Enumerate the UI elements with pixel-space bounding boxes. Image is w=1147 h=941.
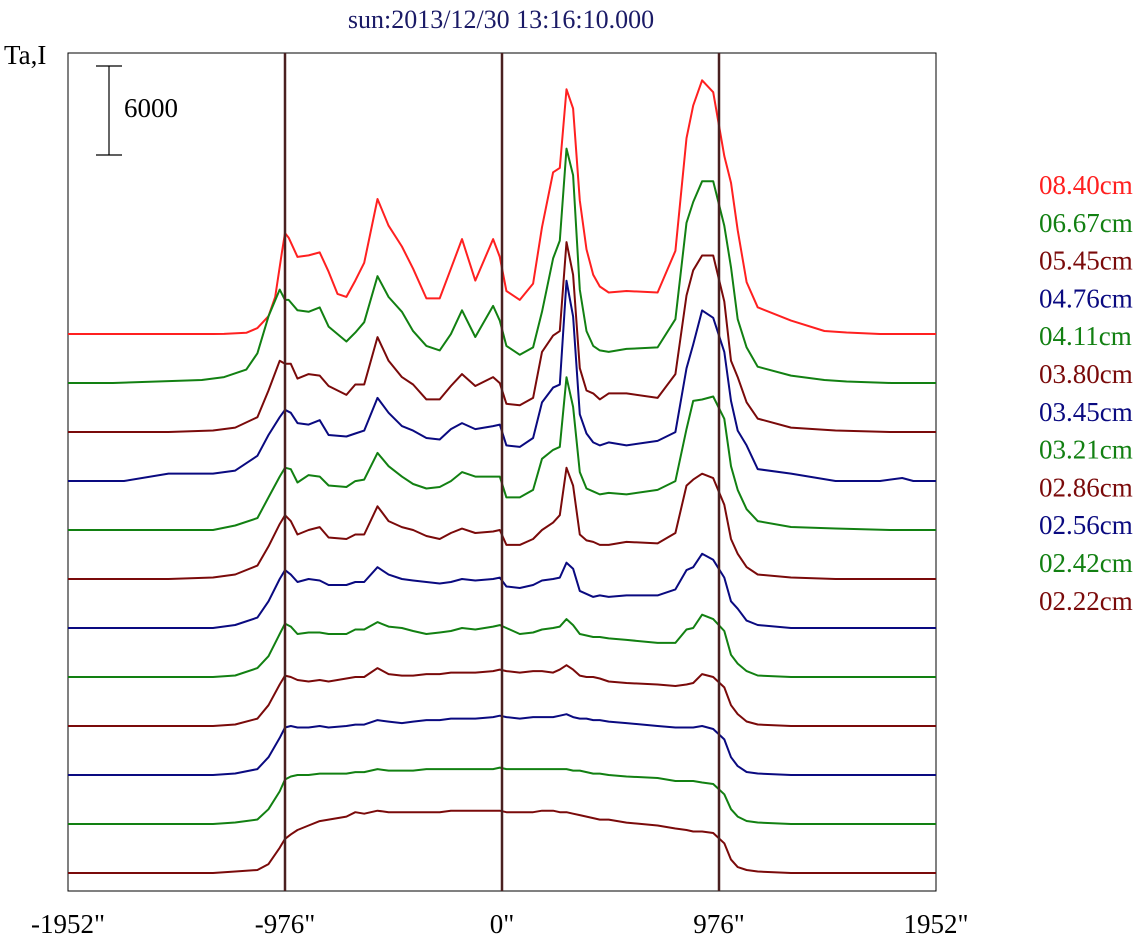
series-line-3: [68, 241, 936, 433]
chart-title: sun:2013/12/30 13:16:10.000: [348, 5, 654, 34]
y-axis-label: Ta,I: [4, 40, 46, 70]
legend-entry-04-11cm: 04.11cm: [1039, 321, 1132, 351]
series-line-7: [68, 552, 936, 629]
series-line-11: [68, 766, 936, 825]
series-line-4: [68, 279, 936, 482]
x-tick-label-976: 976": [693, 909, 745, 939]
series-line-2: [68, 147, 936, 384]
legend-entry-02-22cm: 02.22cm: [1039, 586, 1133, 616]
legend-entry-03-21cm: 03.21cm: [1039, 435, 1133, 465]
legend-entry-08-40cm: 08.40cm: [1039, 170, 1133, 200]
x-tick-label-0: 0": [490, 909, 515, 939]
scale-bar-label: 6000: [124, 93, 178, 123]
x-tick-label-1952: -1952": [31, 909, 105, 939]
x-tick-label-976: -976": [255, 909, 316, 939]
legend-entry-03-45cm: 03.45cm: [1039, 397, 1133, 427]
series-line-6: [68, 466, 936, 580]
legend-entry-02-42cm: 02.42cm: [1039, 548, 1133, 578]
series-line-9: [68, 664, 936, 727]
series-line-10: [68, 713, 936, 776]
legend-entry-02-86cm: 02.86cm: [1039, 472, 1133, 502]
series-line-5: [68, 376, 936, 531]
scale-bar: 6000: [96, 65, 178, 156]
legend-entry-04-76cm: 04.76cm: [1039, 283, 1133, 313]
legend-entry-02-56cm: 02.56cm: [1039, 510, 1133, 540]
legend-entry-03-80cm: 03.80cm: [1039, 359, 1133, 389]
series-line-12: [68, 809, 936, 874]
series-line-8: [68, 613, 936, 678]
x-tick-label-1952: 1952": [903, 909, 968, 939]
legend-entry-05-45cm: 05.45cm: [1039, 246, 1133, 276]
legend-entry-06-67cm: 06.67cm: [1039, 208, 1133, 238]
